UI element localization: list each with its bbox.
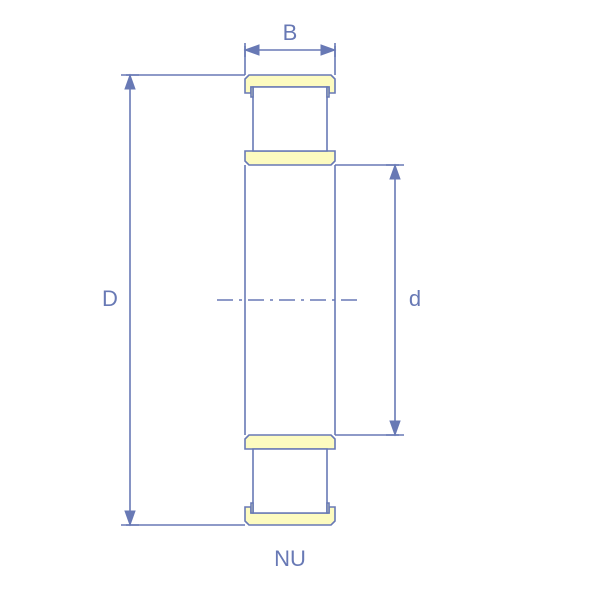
dim-label-d: d xyxy=(409,286,421,311)
bearing-diagram: B Dd NU xyxy=(0,0,600,600)
diagram-stage: B Dd NU xyxy=(0,0,600,600)
dim-label-D: D xyxy=(102,286,118,311)
roller xyxy=(253,87,327,151)
dim-label-B: B xyxy=(283,20,298,45)
inner-ring xyxy=(245,435,335,449)
type-label: NU xyxy=(274,546,306,571)
inner-ring xyxy=(245,151,335,165)
roller xyxy=(253,449,327,513)
